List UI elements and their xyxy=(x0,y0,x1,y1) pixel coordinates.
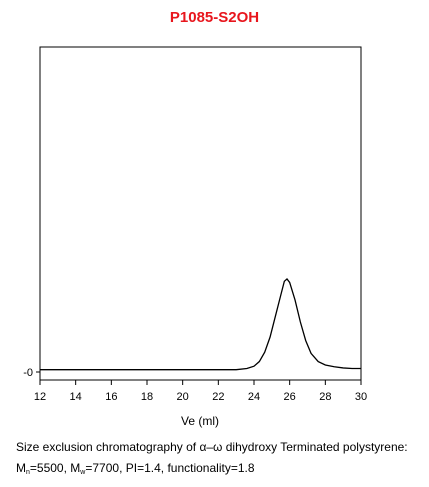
x-tick-label: 12 xyxy=(34,391,46,403)
x-tick-label: 28 xyxy=(319,391,331,403)
x-tick-label: 14 xyxy=(70,391,82,403)
mw-label: Mw xyxy=(70,461,86,476)
pi-functionality-text: PI=1.4, functionality=1.8 xyxy=(125,461,255,475)
caption-line-1: Size exclusion chromatography of α–ω dih… xyxy=(16,437,421,458)
x-tick-label: 26 xyxy=(284,391,296,403)
mw-value: =7700, xyxy=(85,461,123,475)
plot-frame xyxy=(39,46,362,381)
x-tick-label: 18 xyxy=(141,391,153,403)
chart-title: P1085-S2OH xyxy=(169,9,260,26)
mn-value: =5500, xyxy=(29,461,67,475)
caption-line-2: Mn=5500, Mw=7700, PI=1.4, functionality=… xyxy=(16,458,421,483)
caption-text: dihydroxy Terminated polystyrene: xyxy=(222,440,408,454)
y-tick-label: -0 xyxy=(23,367,33,379)
figure-caption: Size exclusion chromatography of α–ω dih… xyxy=(16,437,421,483)
x-tick-label: 16 xyxy=(105,391,117,403)
sec-trace-line xyxy=(40,278,361,371)
x-tick-label: 22 xyxy=(212,391,224,403)
caption-text: Size exclusion chromatography of xyxy=(16,440,200,454)
caption-greek-symbols: α–ω xyxy=(199,440,223,454)
x-tick-label: 20 xyxy=(177,391,189,403)
mn-label: Mn xyxy=(16,461,30,476)
y-axis: -0 xyxy=(23,367,40,379)
x-axis-label: Ve (ml) xyxy=(181,414,219,428)
x-tick-label: 30 xyxy=(355,391,367,403)
x-tick-label: 24 xyxy=(248,391,260,403)
x-axis: 12 14 16 18 20 22 24 26 28 30 xyxy=(34,380,367,403)
chromatogram-chart: 12 14 16 18 20 22 24 26 28 30 -0 Ve (ml) xyxy=(23,46,367,428)
